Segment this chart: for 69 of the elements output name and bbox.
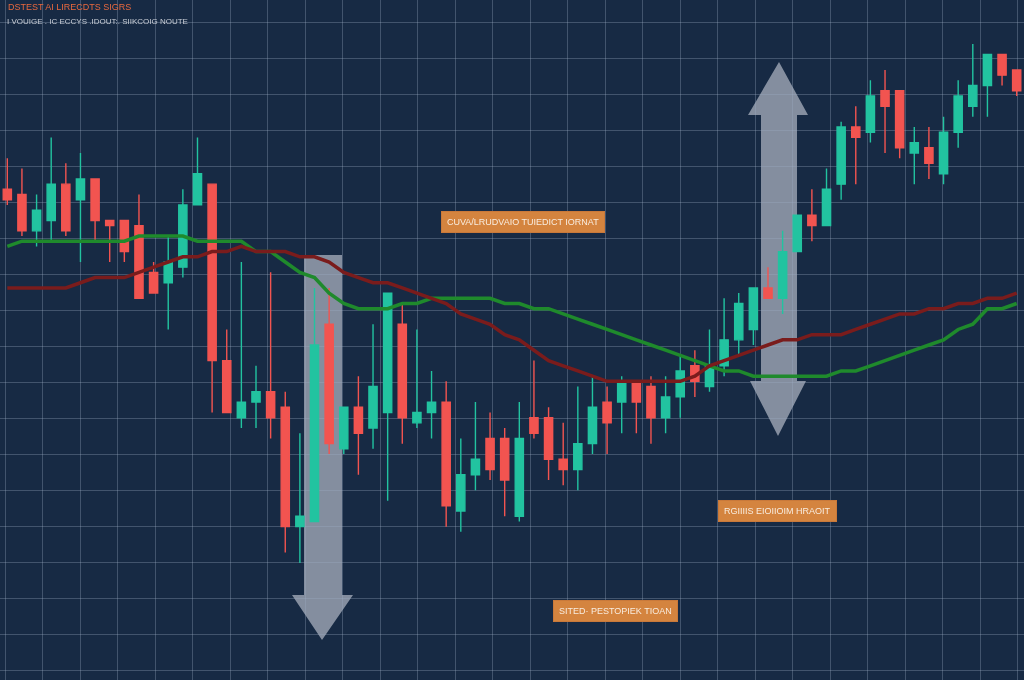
candlestick: [514, 401, 525, 523]
annotation: CUVA/LRUDVAIO TUIEDICT IORNAT: [447, 217, 600, 227]
candlestick: [938, 115, 949, 185]
chart-title: DSTEST AI LIRECDTS SIGRS: [8, 2, 132, 13]
candlestick: [602, 385, 612, 455]
candlestick: [924, 126, 934, 180]
text: SITED· PESTOPIEK TIOAN: [559, 606, 672, 616]
candlestick: [675, 354, 686, 419]
candlestick: [880, 69, 890, 154]
candlestick: [134, 193, 144, 300]
candlestick: [456, 437, 466, 533]
candlestick: [2, 157, 13, 206]
candlestick: [807, 188, 817, 242]
candlestick: [75, 152, 86, 263]
candlestick: [733, 292, 744, 357]
candlestick: [46, 136, 56, 242]
candlestick: [221, 328, 232, 414]
candlestick: [441, 380, 451, 528]
candlestick: [412, 328, 422, 429]
candlestick: [543, 406, 554, 481]
candlestick: [997, 53, 1007, 87]
candlestick: [485, 411, 495, 481]
candlestick: [499, 427, 510, 517]
candlestick: [894, 90, 905, 159]
candlestick: [777, 230, 788, 315]
chart-subtitle: I VOUIGE . IC ECCYS .IDOUT:. SIIKCOIG NOUTE: [7, 17, 188, 26]
candlestick: [31, 193, 42, 248]
candlestick: [17, 167, 27, 237]
candlestick: [251, 365, 261, 429]
candlestick: [1011, 69, 1022, 97]
candlestick: [104, 219, 115, 263]
candlestick: [295, 432, 305, 564]
candlestick: [192, 136, 203, 206]
candlestick: [909, 126, 920, 185]
candlestick: [646, 375, 656, 445]
candlestick: [660, 375, 671, 434]
candlestick: [265, 271, 276, 440]
candlestick: [573, 385, 583, 492]
candlestick: [529, 359, 539, 440]
annotation: RGIIIIS EIOIIOIM HRAOIT: [724, 506, 831, 516]
candlestick: [850, 105, 861, 185]
candlestick: [470, 401, 481, 492]
candlestick: [821, 167, 832, 227]
candlestick: [61, 162, 71, 237]
candlestick: [382, 292, 393, 502]
candlestick: [792, 214, 803, 253]
candlestick: [763, 266, 773, 300]
candlestick: [587, 375, 598, 455]
candlestick: [353, 375, 364, 476]
candlestick: [953, 79, 963, 149]
candlestick: [368, 323, 378, 450]
candlestick: [324, 287, 334, 455]
candlestick: [309, 287, 320, 523]
candlestick: [280, 391, 291, 554]
candlestick: [865, 79, 876, 144]
candlestick: [163, 235, 174, 331]
candlestick: [148, 261, 159, 294]
candlestick: [968, 43, 978, 118]
candlestick: [90, 178, 100, 242]
candlestick: [748, 287, 759, 346]
candlestick: [616, 375, 627, 434]
candlestick: [558, 422, 568, 486]
candlestick: [982, 53, 993, 118]
candlestick: [836, 121, 846, 201]
candlestick: [397, 302, 408, 445]
candlestick: [426, 370, 437, 440]
candlestick: [207, 183, 217, 414]
candlestick: [236, 261, 247, 429]
candlestick: [338, 406, 349, 455]
